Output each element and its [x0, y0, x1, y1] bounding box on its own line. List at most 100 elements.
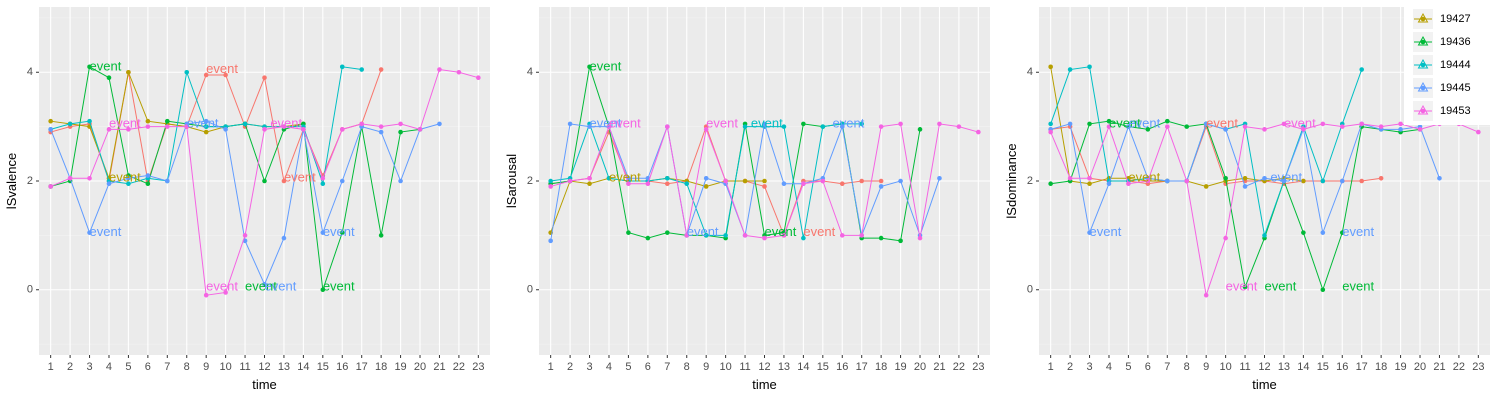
data-point [165, 124, 170, 129]
data-point [781, 181, 787, 187]
data-point [742, 178, 748, 184]
data-point [665, 230, 670, 235]
data-point [1165, 124, 1170, 129]
legend-label: 19453 [1440, 105, 1471, 117]
data-point [1048, 64, 1053, 70]
data-point [339, 127, 345, 132]
data-point [1087, 175, 1092, 181]
x-tick-label: 5 [1125, 361, 1131, 373]
legend-entry-19445: 19445 [1413, 78, 1471, 98]
data-point [878, 184, 884, 189]
data-point [1359, 121, 1364, 127]
data-point [917, 127, 923, 132]
data-point [145, 173, 151, 178]
event-annotation: event [706, 115, 738, 130]
data-point [1087, 230, 1092, 235]
data-point [87, 175, 92, 181]
data-point [684, 181, 690, 187]
x-tick-label: 6 [145, 361, 151, 373]
data-point [665, 181, 670, 187]
data-point [1398, 127, 1403, 132]
x-tick-label: 12 [258, 361, 270, 373]
event-annotation: event [109, 170, 141, 185]
data-point [281, 235, 287, 241]
legend-entry-19436: 19436 [1413, 32, 1471, 52]
x-tick-label: 7 [164, 361, 170, 373]
x-tick-label: 17 [856, 361, 868, 373]
event-annotation: event [1265, 278, 1297, 293]
x-tick-label: 15 [1317, 361, 1329, 373]
data-point [203, 124, 209, 129]
x-tick-label: 8 [684, 361, 690, 373]
x-tick-label: 14 [1297, 361, 1309, 373]
x-tick-label: 11 [739, 361, 750, 373]
data-point [820, 124, 826, 129]
data-point [703, 175, 709, 181]
x-tick-label: 4 [106, 361, 112, 373]
data-point [1339, 124, 1345, 129]
data-point [1242, 184, 1248, 189]
data-point [1067, 175, 1073, 181]
event-annotation: event [609, 115, 641, 130]
x-tick-label: 6 [1145, 361, 1151, 373]
data-point [723, 233, 728, 238]
data-point [606, 175, 612, 181]
legend-key-point [1420, 85, 1426, 91]
data-point [184, 69, 190, 75]
data-point [665, 175, 670, 181]
data-point [378, 129, 384, 135]
data-point [320, 230, 326, 235]
x-tick-label: 7 [664, 361, 670, 373]
data-point [1359, 178, 1364, 184]
data-point [626, 181, 631, 187]
data-point [1242, 284, 1248, 290]
data-point [548, 184, 553, 189]
x-tick-label: 15 [817, 361, 829, 373]
x-axis-title: time [1252, 377, 1277, 392]
x-tick-label: 18 [375, 361, 387, 373]
event-annotation: event [1226, 278, 1258, 293]
data-point [1145, 127, 1151, 132]
data-point [742, 124, 748, 129]
x-tick-label: 16 [836, 361, 848, 373]
x-tick-label: 20 [414, 361, 426, 373]
x-tick-label: 16 [1336, 361, 1348, 373]
data-point [898, 121, 903, 127]
data-point [223, 72, 228, 78]
x-tick-label: 3 [1086, 361, 1092, 373]
x-tick-label: 11 [239, 361, 250, 373]
data-point [320, 175, 326, 181]
data-point [145, 181, 151, 187]
legend-key-point [1420, 16, 1426, 22]
data-point [437, 67, 442, 72]
event-annotation: event [284, 170, 316, 185]
event-annotation: event [1128, 170, 1160, 185]
data-point [606, 124, 612, 129]
event-annotation: event [90, 58, 122, 73]
x-tick-label: 10 [1219, 361, 1231, 373]
x-tick-label: 2 [1067, 361, 1073, 373]
y-tick-label: 2 [27, 175, 33, 187]
data-point [859, 121, 864, 127]
event-annotation: event [1128, 115, 1160, 130]
data-point [1106, 124, 1112, 129]
event-annotation: event [803, 224, 835, 239]
x-tick-label: 19 [894, 361, 906, 373]
event-annotation: event [751, 115, 783, 130]
data-point [165, 118, 170, 124]
legend-entry-19453: 19453 [1413, 101, 1471, 121]
data-point [417, 127, 423, 132]
data-point [820, 178, 826, 184]
x-tick-label: 5 [125, 361, 131, 373]
event-annotation: event [833, 115, 865, 130]
data-point [1281, 178, 1287, 184]
x-tick-label: 18 [875, 361, 887, 373]
data-point [859, 178, 864, 184]
data-point [126, 175, 131, 181]
legend-entry-19427: 19427 [1413, 9, 1471, 29]
data-point [378, 124, 384, 129]
event-annotation: event [90, 224, 122, 239]
data-point [67, 175, 73, 181]
event-annotation: event [323, 224, 355, 239]
